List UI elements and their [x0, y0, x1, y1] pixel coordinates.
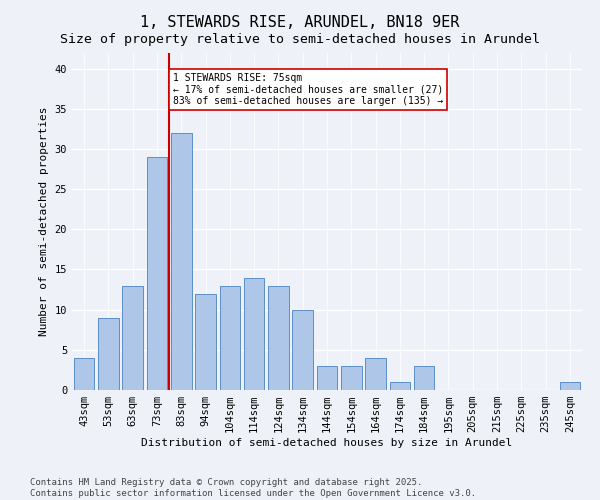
Bar	[292, 310, 313, 390]
Bar	[414, 366, 434, 390]
Bar	[195, 294, 216, 390]
Bar	[317, 366, 337, 390]
Bar	[365, 358, 386, 390]
Bar	[268, 286, 289, 390]
X-axis label: Distribution of semi-detached houses by size in Arundel: Distribution of semi-detached houses by …	[142, 438, 512, 448]
Text: Contains HM Land Registry data © Crown copyright and database right 2025.
Contai: Contains HM Land Registry data © Crown c…	[30, 478, 476, 498]
Bar	[74, 358, 94, 390]
Bar	[122, 286, 143, 390]
Text: 1, STEWARDS RISE, ARUNDEL, BN18 9ER: 1, STEWARDS RISE, ARUNDEL, BN18 9ER	[140, 15, 460, 30]
Bar	[560, 382, 580, 390]
Bar	[220, 286, 240, 390]
Bar	[341, 366, 362, 390]
Bar	[146, 157, 167, 390]
Bar	[244, 278, 265, 390]
Text: 1 STEWARDS RISE: 75sqm
← 17% of semi-detached houses are smaller (27)
83% of sem: 1 STEWARDS RISE: 75sqm ← 17% of semi-det…	[173, 72, 443, 106]
Y-axis label: Number of semi-detached properties: Number of semi-detached properties	[39, 106, 49, 336]
Bar	[98, 318, 119, 390]
Text: Size of property relative to semi-detached houses in Arundel: Size of property relative to semi-detach…	[60, 32, 540, 46]
Bar	[171, 133, 191, 390]
Bar	[389, 382, 410, 390]
